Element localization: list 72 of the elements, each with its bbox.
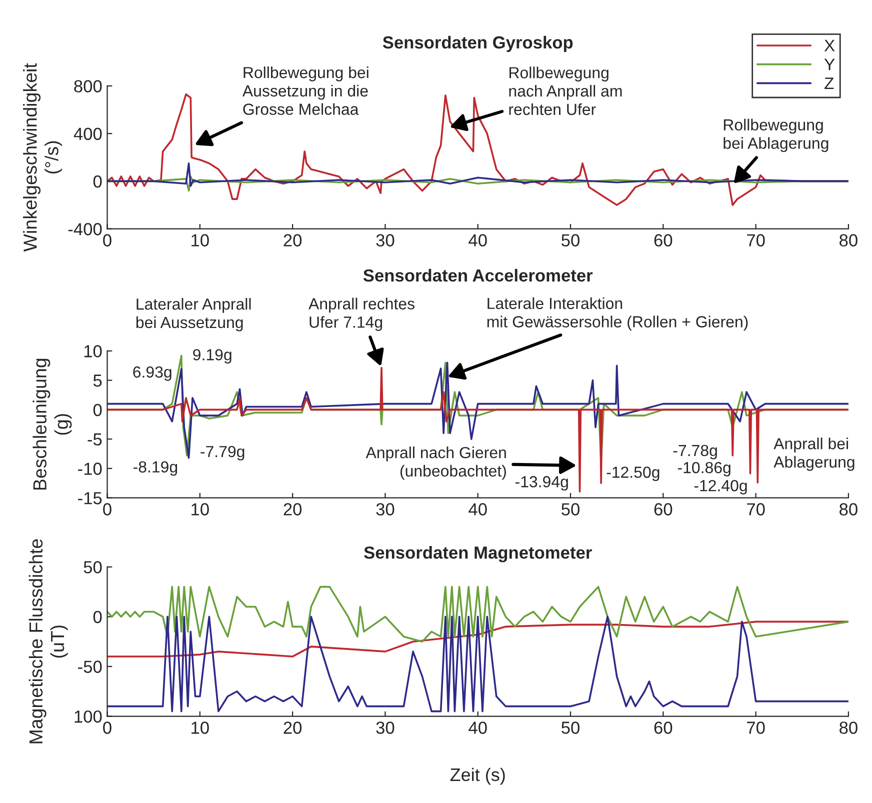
x-tick-label: 20	[284, 503, 302, 516]
x-tick-label: 40	[468, 234, 487, 246]
annotation: -10.86g	[678, 462, 730, 476]
y-tick-label: 10	[84, 345, 102, 358]
y-tick-label: 400	[74, 128, 102, 140]
annotation: -12.40g	[694, 480, 747, 494]
x-tick-label: 80	[840, 234, 858, 246]
y-tick-label: 0	[93, 175, 102, 188]
x-tick-label: 80	[840, 503, 858, 516]
x-tick-label: 50	[562, 722, 580, 734]
x-tick-label: 70	[747, 234, 765, 246]
y-tick-label: 100	[74, 710, 102, 723]
annotation: 6.93g	[133, 366, 172, 381]
x-tick-label: 20	[284, 234, 302, 246]
line-series	[107, 616, 848, 712]
y-tick-label: -50	[78, 660, 102, 673]
annotation: 9.19g	[193, 349, 232, 364]
y-axis-title: Winkelgeschwindigkeit (°/s)	[23, 63, 62, 252]
y-tick-label: 0	[93, 404, 102, 416]
x-tick-label: 10	[192, 503, 209, 516]
x-tick-label: 80	[840, 722, 858, 734]
line-series	[107, 586, 848, 642]
annotation: -7.78g	[673, 444, 717, 460]
y-tick-label: -10	[78, 462, 102, 475]
chart-title: Sensordaten Magnetometer	[364, 546, 592, 562]
legend-label: X	[824, 40, 835, 52]
x-tick-label: 0	[103, 503, 112, 516]
x-tick-label: 50	[562, 503, 580, 516]
annotation: Rollbewegung bei Ablagerung	[724, 118, 828, 152]
y-tick-label: -15	[78, 492, 102, 504]
annotation: Anprall rechtes Ufer 7.14g	[308, 298, 414, 331]
x-tick-label: 10	[192, 234, 209, 246]
x-axis-title: Zeit (s)	[450, 768, 505, 785]
x-tick-label: 30	[376, 234, 394, 246]
annotation: Anprall bei Ablagerung	[774, 438, 854, 471]
chart-title: Sensordaten Gyroskop	[382, 36, 573, 52]
x-tick-label: 60	[654, 503, 672, 516]
y-tick-label: 0	[93, 610, 102, 624]
annotation: Rollbewegung nach Anprall am rechten Ufer	[509, 66, 622, 116]
line-series	[107, 162, 848, 187]
annotation: -7.79g	[200, 446, 244, 460]
x-tick-label: 20	[284, 722, 302, 734]
x-tick-label: 10	[192, 722, 209, 734]
annotation: Anprall nach Gieren (unbeobachtet)	[366, 446, 506, 480]
x-tick-label: 50	[562, 234, 580, 246]
x-tick-label: 30	[376, 503, 394, 516]
x-tick-label: 30	[376, 722, 394, 734]
y-tick-label: 50	[84, 561, 102, 574]
x-tick-label: 60	[654, 234, 672, 246]
line-series	[107, 620, 848, 658]
x-tick-label: 40	[468, 503, 487, 516]
y-tick-label: 800	[74, 80, 102, 92]
y-axis-title: Beschleunigung (g)	[32, 358, 72, 490]
legend-label: Y	[824, 58, 835, 70]
annotation: Laterale Interaktion mit Gewässersohle (Rollen + Gieren)	[487, 297, 748, 331]
chart-title: Sensordaten Accelerometer	[363, 268, 593, 282]
x-tick-label: 70	[747, 503, 765, 516]
x-tick-label: 70	[747, 722, 765, 734]
annotation: -13.94g	[515, 476, 568, 491]
x-tick-label: 60	[654, 722, 672, 734]
text: Lateraler Anprall bei Aussetzung	[136, 298, 251, 332]
legend-label: Z	[824, 78, 834, 90]
y-axis-title: Magnetische Flussdichte (uT)	[28, 539, 68, 744]
y-tick-label: -5	[88, 433, 102, 446]
x-tick-label: 0	[103, 234, 112, 246]
annotation: -12.50g	[606, 466, 660, 482]
y-tick-label: -400	[68, 223, 102, 236]
y-tick-label: 5	[93, 374, 102, 387]
x-tick-label: 40	[468, 722, 487, 734]
x-tick-label: 0	[103, 722, 112, 734]
annotation: -8.19g	[133, 461, 178, 476]
annotation: Rollbewegung bei Aussetzung in die Grosse Melchaa	[242, 66, 368, 115]
